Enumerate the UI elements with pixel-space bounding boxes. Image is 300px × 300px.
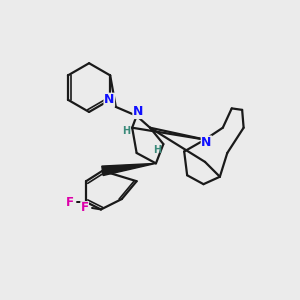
Text: N: N: [133, 106, 143, 118]
Text: H: H: [153, 145, 161, 155]
Text: N: N: [201, 136, 212, 149]
Polygon shape: [102, 164, 156, 175]
Text: N: N: [104, 93, 115, 106]
Text: F: F: [66, 196, 74, 208]
Text: F: F: [81, 202, 88, 214]
Text: H: H: [122, 126, 130, 136]
